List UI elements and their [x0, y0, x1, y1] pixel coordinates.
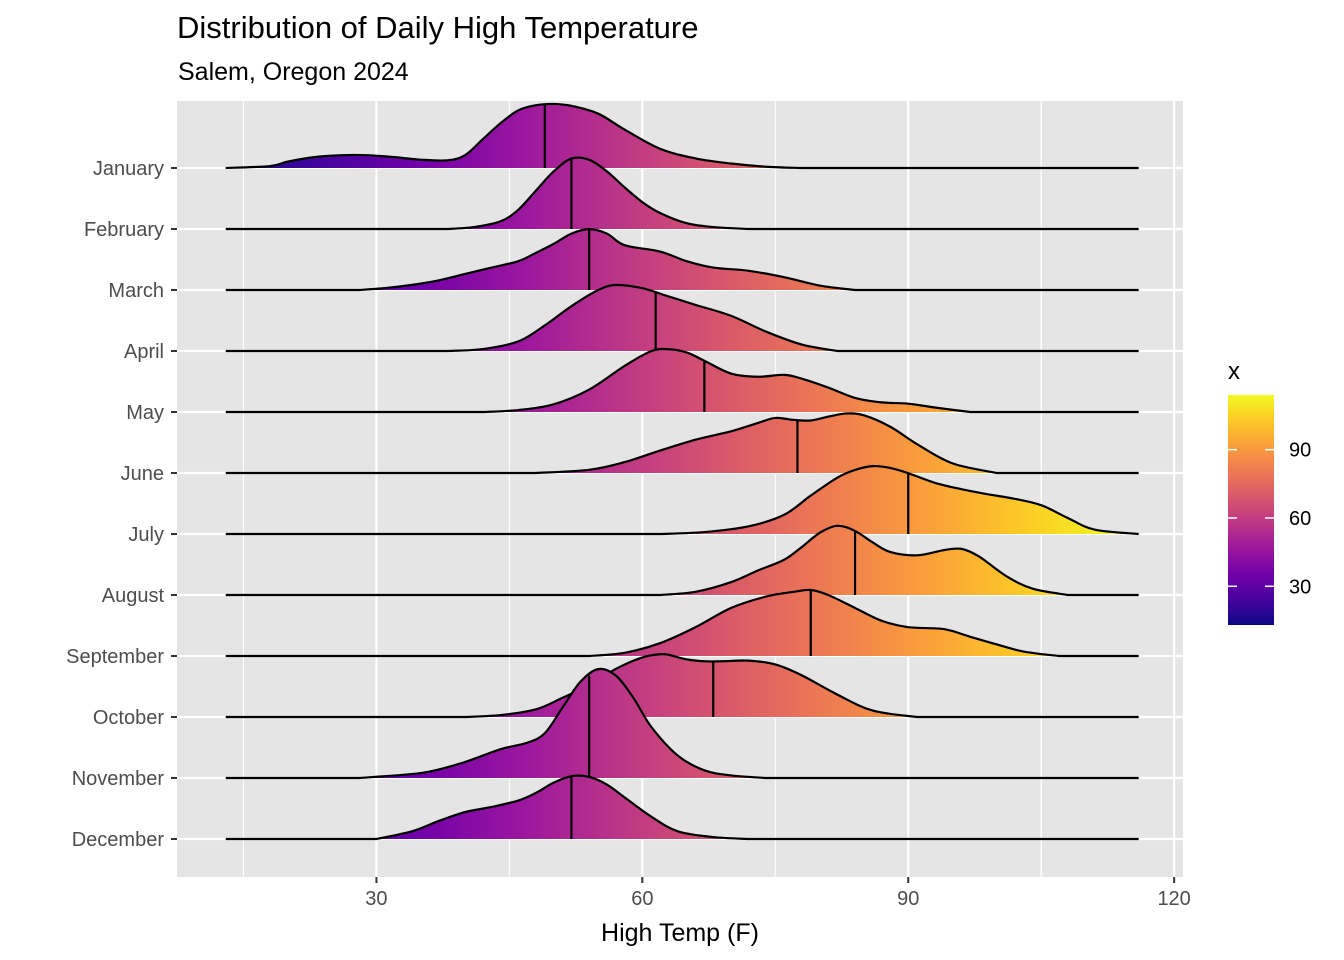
x-tick-label: 120: [1157, 888, 1190, 910]
y-tick-label: November: [72, 768, 165, 790]
plot-panel: [177, 101, 1183, 877]
ridge-fill: [358, 668, 767, 778]
y-tick-label: May: [126, 402, 164, 424]
y-tick-label: June: [121, 463, 164, 485]
ridge-fill: [447, 284, 838, 351]
legend-tick-label: 30: [1289, 576, 1311, 598]
y-tick-label: September: [66, 646, 164, 668]
ridge-fill: [358, 229, 856, 290]
legend-tick-label: 60: [1289, 508, 1311, 530]
y-tick-label: October: [93, 707, 164, 729]
chart-title: Distribution of Daily High Temperature: [177, 10, 699, 45]
x-tick-label: 60: [631, 888, 653, 910]
ridge-fill: [535, 413, 997, 473]
y-tick-label: August: [102, 585, 165, 607]
ridge-fill: [660, 525, 1068, 595]
x-tick-label: 30: [365, 888, 387, 910]
ridge-fill: [589, 589, 1059, 656]
ridge-august: [225, 524, 1139, 597]
legend: x 30 60 90: [1228, 358, 1311, 625]
ridge-november: [225, 667, 1139, 780]
ridge-outline: [225, 652, 1139, 719]
axes: January February March April May June July Augu…: [66, 158, 1191, 910]
y-tick-label: April: [124, 341, 164, 363]
x-tick-label: 90: [897, 888, 919, 910]
y-tick-label: July: [128, 524, 164, 546]
ridge-outline: [225, 156, 1139, 231]
ridge-december: [225, 774, 1139, 841]
ridge-fill: [447, 157, 749, 229]
legend-colorbar: [1228, 395, 1274, 625]
legend-title: x: [1228, 358, 1240, 385]
ridge-april: [225, 283, 1139, 353]
ridge-september: [225, 588, 1139, 658]
y-tick-label: January: [93, 158, 164, 180]
legend-tick-label: 90: [1289, 440, 1311, 462]
y-tick-label: March: [108, 280, 164, 302]
ridge-outline: [225, 283, 1139, 353]
ridge-outline: [225, 412, 1139, 475]
chart-subtitle: Salem, Oregon 2024: [178, 58, 409, 86]
ridge-march: [225, 228, 1139, 292]
ridge-outline: [225, 228, 1139, 292]
ridge-outline: [225, 464, 1139, 536]
y-tick-label: December: [72, 829, 165, 851]
ridge-february: [225, 156, 1139, 231]
ridge-fill: [376, 775, 749, 839]
ridge-outline: [225, 102, 1139, 170]
ridge-may: [225, 347, 1139, 414]
ridge-outline: [225, 588, 1139, 658]
ridge-outline: [225, 774, 1139, 841]
ridge-june: [225, 412, 1139, 475]
y-tick-label: February: [84, 219, 164, 241]
ridge-outline: [225, 524, 1139, 597]
ridge-january: [225, 102, 1139, 170]
ridge-july: [225, 464, 1139, 536]
x-axis-label: High Temp (F): [601, 919, 759, 947]
ridge-outline: [225, 347, 1139, 414]
ridge-outline: [225, 667, 1139, 780]
ridge-fill: [225, 103, 802, 168]
ridges: [225, 102, 1139, 841]
